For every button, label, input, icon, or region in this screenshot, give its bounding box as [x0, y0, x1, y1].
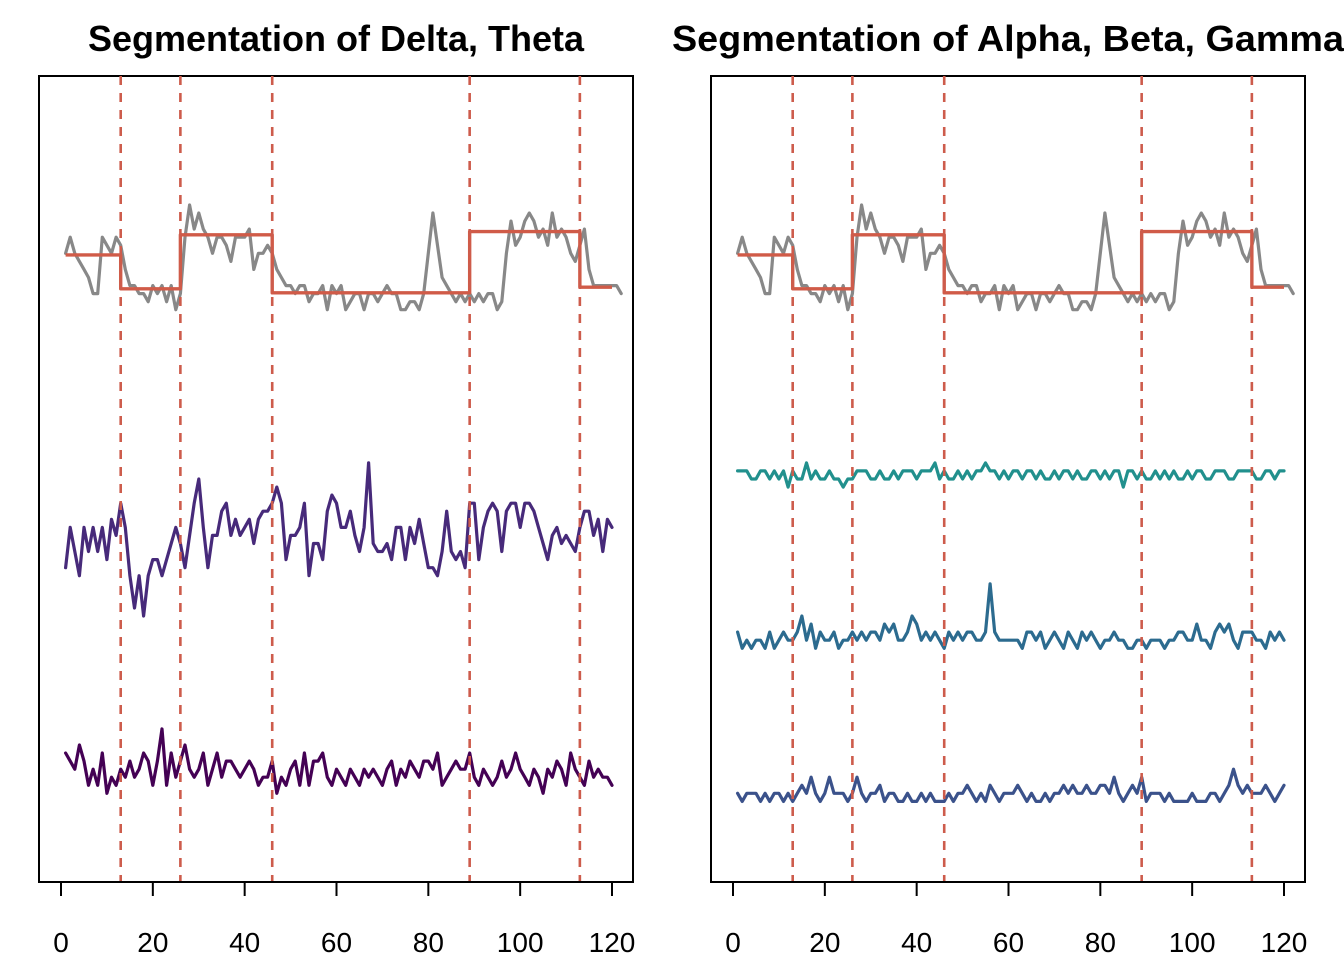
plot-area: [735, 76, 1295, 882]
panel-delta-theta: Segmentation of Delta, Theta 0 20 40 60 …: [38, 18, 636, 958]
x-tick-label: 80: [413, 927, 444, 958]
series-line-1: [735, 203, 1295, 312]
series-line-4: [735, 767, 1286, 804]
x-tick-label: 60: [321, 927, 352, 958]
x-tick-label: 0: [725, 927, 741, 958]
x-tick-label: 120: [1261, 927, 1308, 958]
x-tick-label: 120: [589, 927, 636, 958]
plot-area: [63, 76, 623, 882]
panel-title: Segmentation of Alpha, Beta, Gamma: [672, 18, 1344, 59]
segment-mean-line: [65, 229, 612, 295]
series-line-1: [63, 203, 623, 312]
x-tick-label: 40: [901, 927, 932, 958]
x-tick-label: 80: [1085, 927, 1116, 958]
x-tick-label: 100: [497, 927, 544, 958]
series-line-3: [735, 582, 1286, 650]
series-line-2: [735, 461, 1286, 489]
series-line-3: [63, 727, 614, 795]
x-axis: 0 20 40 60 80 100 120: [53, 881, 636, 958]
x-tick-label: 20: [137, 927, 168, 958]
panel-title: Segmentation of Delta, Theta: [88, 18, 585, 59]
plot-frame: [38, 75, 634, 883]
series-line-2: [63, 461, 614, 618]
x-tick-label: 60: [993, 927, 1024, 958]
x-tick-label: 40: [229, 927, 260, 958]
x-tick-label: 0: [53, 927, 69, 958]
x-axis: 0 20 40 60 80 100 120: [725, 881, 1308, 958]
x-tick-label: 20: [809, 927, 840, 958]
x-tick-label: 100: [1169, 927, 1216, 958]
segment-mean-line: [737, 229, 1284, 295]
panel-alpha-beta-gamma: 0 20 40 60 80 100 120 Segmentation of Al…: [672, 18, 1344, 958]
